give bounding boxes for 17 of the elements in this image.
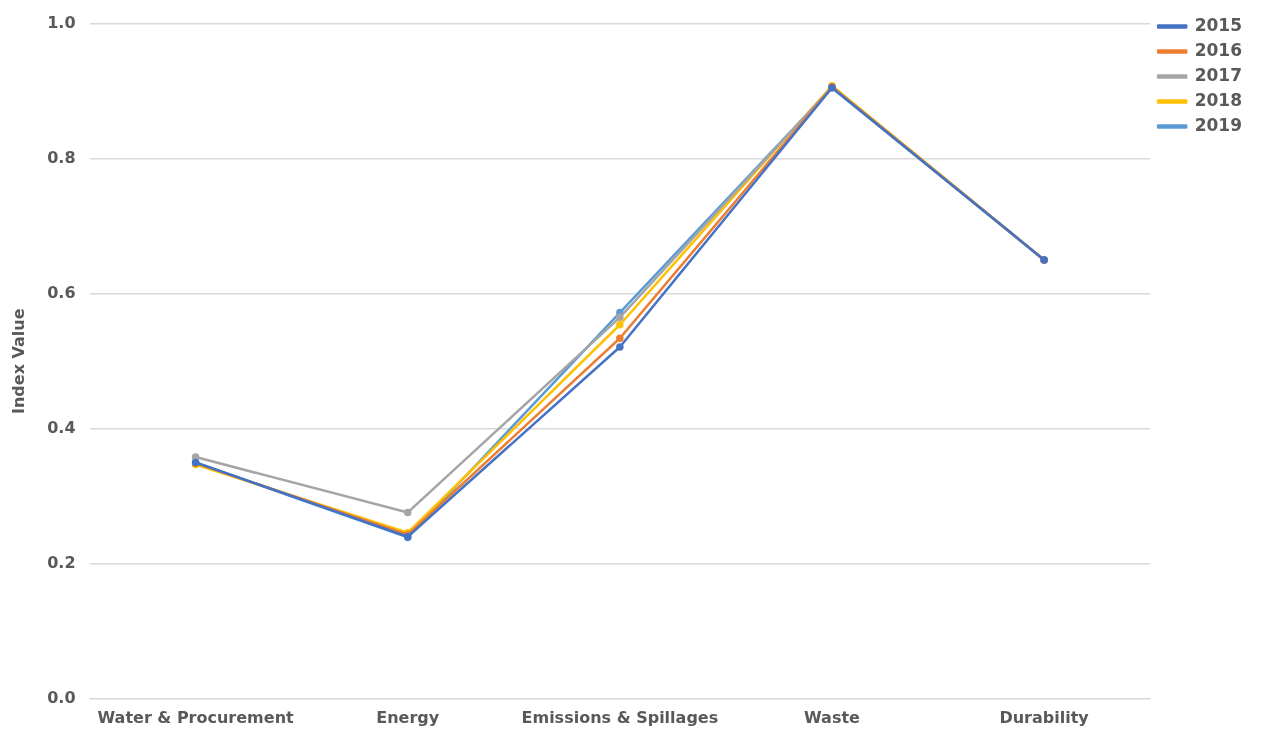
y-tick-label: 1.0 xyxy=(47,12,76,32)
legend-label: 2015 xyxy=(1194,14,1243,35)
y-tick-label: 0.6 xyxy=(47,282,76,302)
y-tick-label: 0.2 xyxy=(47,552,76,572)
y-axis-title: Index Value xyxy=(8,308,28,414)
x-tick-label: Emissions & Spillages xyxy=(521,707,719,727)
legend-label: 2019 xyxy=(1194,114,1243,135)
legend-label: 2017 xyxy=(1194,64,1243,85)
x-tick-label: Waste xyxy=(804,707,861,727)
x-tick-label: Water & Procurement xyxy=(97,707,295,727)
x-tick-label: Energy xyxy=(376,707,440,727)
y-tick-label: 0.0 xyxy=(47,687,76,707)
x-tick-label: Durability xyxy=(999,707,1090,727)
legend-label: 2016 xyxy=(1194,39,1243,60)
y-tick-label: 0.8 xyxy=(47,147,76,167)
legend-label: 2018 xyxy=(1194,89,1243,110)
y-tick-label: 0.4 xyxy=(47,417,76,437)
